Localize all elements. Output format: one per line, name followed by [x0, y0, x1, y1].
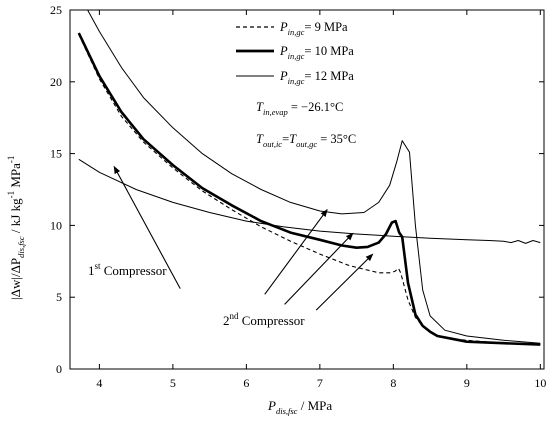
annotation-first-compressor: 1st Compressor — [88, 261, 167, 278]
condition-outlet-temp: Tout,ic=Tout,gc = 35°C — [256, 132, 356, 149]
y-tick-label: 15 — [50, 147, 62, 161]
annotation-arrows — [113, 165, 374, 311]
x-tick-label: 9 — [464, 376, 470, 390]
y-axis-label: |Δw|/ΔPdis,fsc / kJ kg-1 MPa-1 — [6, 156, 26, 300]
x-tick-label: 4 — [96, 376, 102, 390]
condition-evap-temp: Tin,evap = −26.1°C — [256, 100, 343, 117]
annotation-second-compressor: 2nd Compressor — [223, 311, 305, 328]
annotation-arrow — [284, 232, 354, 305]
y-tick-label: 20 — [50, 75, 62, 89]
annotation-arrow — [264, 208, 328, 295]
y-tick-label: 0 — [56, 362, 62, 376]
legend-label-12mpa: Pin,gc= 12 MPa — [279, 69, 354, 86]
axis-ticks: 4 5 6 7 8 9 10 0 5 10 15 20 25 — [50, 3, 546, 390]
annotation-arrow — [315, 253, 374, 311]
x-tick-label: 5 — [170, 376, 176, 390]
legend: Pin,gc= 9 MPa Pin,gc= 10 MPa Pin,gc= 12 … — [236, 20, 354, 86]
legend-label-9mpa: Pin,gc= 9 MPa — [279, 20, 348, 37]
series-line-thin — [87, 9, 541, 344]
plot-frame — [69, 9, 545, 370]
series-line-compressor1 — [78, 158, 541, 244]
legend-label-10mpa: Pin,gc= 10 MPa — [279, 44, 354, 61]
x-axis-label: Pdis,fsc / MPa — [267, 398, 332, 416]
y-tick-label: 5 — [56, 290, 62, 304]
x-tick-label: 6 — [243, 376, 249, 390]
x-tick-label: 7 — [317, 376, 323, 390]
annotation-arrow — [113, 165, 181, 289]
x-tick-label: 10 — [534, 376, 546, 390]
series-lines — [77, 9, 541, 346]
series-line-thick — [77, 32, 541, 346]
x-tick-label: 8 — [390, 376, 396, 390]
y-tick-label: 10 — [50, 218, 62, 232]
y-tick-label: 25 — [50, 3, 62, 17]
